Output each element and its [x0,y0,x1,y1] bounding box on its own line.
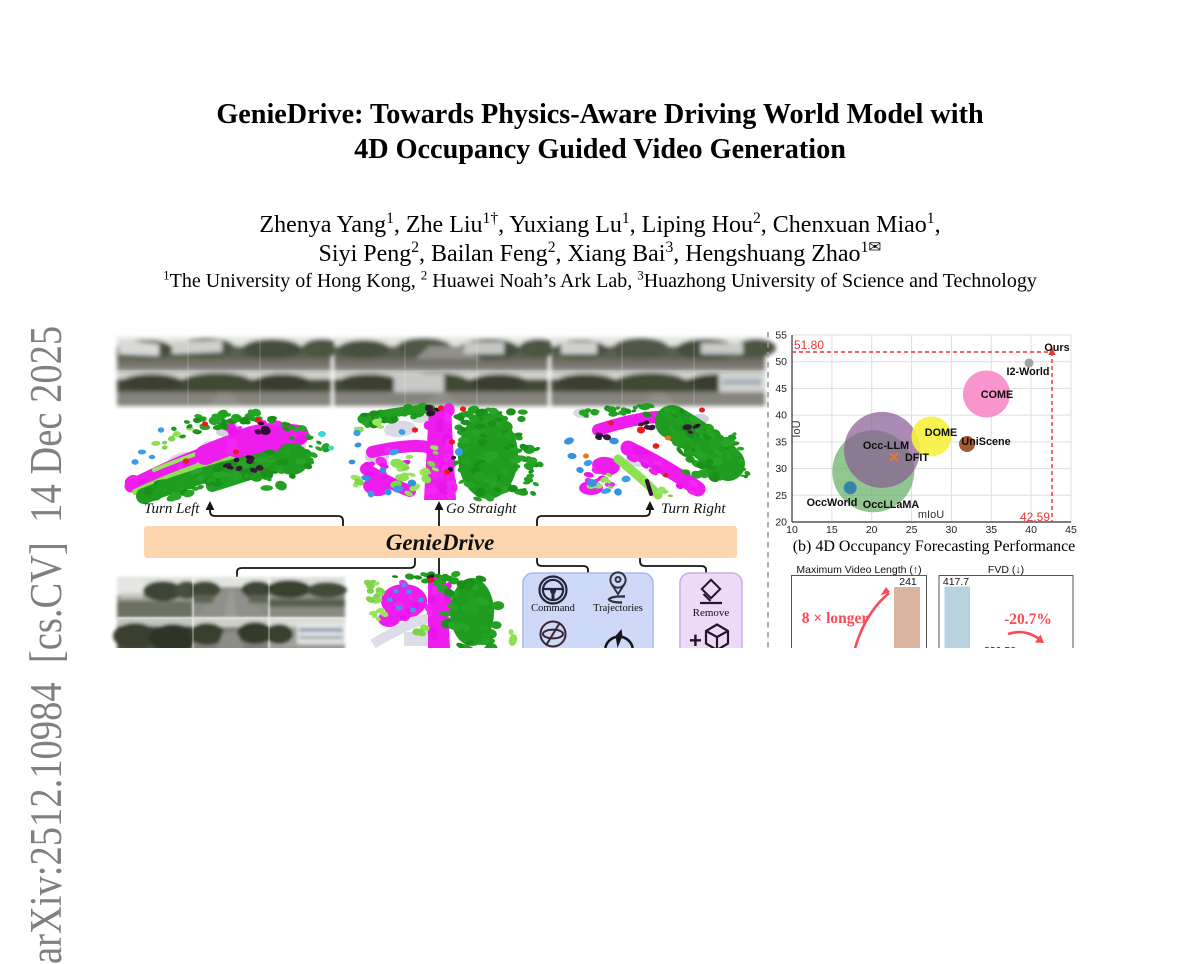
svg-text:I2-World: I2-World [1007,366,1050,378]
svg-text:Turn Right: Turn Right [661,501,726,517]
svg-text:35: 35 [775,436,787,448]
svg-text:FVD (↓): FVD (↓) [988,564,1024,576]
svg-text:40: 40 [775,410,787,422]
svg-text:51.80: 51.80 [794,338,824,352]
svg-text:42.59: 42.59 [1020,510,1050,524]
svg-text:Remove: Remove [693,607,730,619]
svg-text:Go Straight: Go Straight [446,501,517,517]
svg-text:55: 55 [775,330,787,342]
svg-text:OccLLaMA: OccLLaMA [863,499,920,511]
svg-text:DOME: DOME [925,427,957,439]
svg-text:8 × longer: 8 × longer [802,610,869,627]
svg-text:+: + [689,628,702,648]
svg-text:20: 20 [866,524,878,536]
svg-text:20: 20 [775,517,787,529]
svg-text:25: 25 [906,524,918,536]
svg-text:25: 25 [775,490,787,502]
svg-text:417.7: 417.7 [943,576,969,588]
svg-text:Turn Left: Turn Left [144,501,200,517]
svg-text:Ours: Ours [1044,342,1069,354]
svg-text:45: 45 [775,383,787,395]
svg-text:OccWorld: OccWorld [807,497,858,509]
svg-text:UniScene: UniScene [961,436,1010,448]
svg-text:30: 30 [946,524,958,536]
svg-text:330.58: 330.58 [984,645,1016,648]
svg-text:DFIT: DFIT [905,452,929,464]
svg-text:45: 45 [1065,524,1077,536]
svg-text:mIoU: mIoU [918,509,944,521]
svg-text:35: 35 [985,524,997,536]
svg-text:Command: Command [531,603,575,614]
svg-text:15: 15 [826,524,838,536]
svg-text:COME: COME [981,389,1013,401]
svg-text:10: 10 [786,524,798,536]
svg-text:241: 241 [899,576,917,588]
svg-text:30: 30 [775,463,787,475]
svg-text:Occ-LLM: Occ-LLM [863,440,909,452]
svg-text:GenieDrive: GenieDrive [386,530,495,555]
svg-text:Trajectories: Trajectories [593,603,643,614]
svg-text:-20.7%: -20.7% [1004,611,1052,628]
svg-text:40: 40 [1025,524,1037,536]
svg-text:Maximum Video Length (↑): Maximum Video Length (↑) [796,564,921,576]
svg-text:50: 50 [775,356,787,368]
svg-text:IoU: IoU [791,420,803,437]
